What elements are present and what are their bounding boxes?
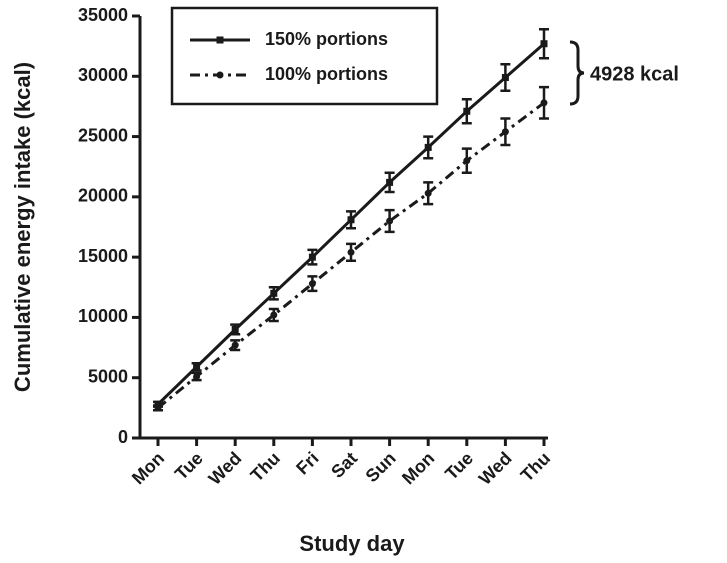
marker: [270, 289, 278, 297]
x-tick-label: Mon: [128, 448, 168, 488]
marker: [154, 404, 162, 412]
y-tick-label: 5000: [88, 366, 128, 386]
y-tick-label: 30000: [78, 65, 128, 85]
x-tick-label: Tue: [171, 448, 207, 484]
legend-marker: [216, 36, 224, 44]
x-tick-label: Mon: [398, 448, 438, 488]
marker: [193, 373, 201, 381]
marker: [424, 143, 432, 151]
marker: [463, 107, 471, 115]
marker: [540, 40, 548, 48]
x-axis-title: Study day: [299, 531, 405, 556]
y-tick-label: 35000: [78, 5, 128, 25]
annotation: 4928 kcal: [590, 63, 679, 85]
x-tick-label: Wed: [475, 448, 516, 489]
marker: [501, 73, 509, 81]
marker: [193, 363, 201, 371]
x-tick-label: Thu: [247, 448, 284, 485]
x-tick-label: Thu: [517, 448, 554, 485]
y-tick-label: 10000: [78, 306, 128, 326]
marker: [540, 99, 548, 107]
legend-label: 100% portions: [265, 64, 388, 84]
y-tick-label: 20000: [78, 186, 128, 206]
marker: [386, 217, 394, 225]
marker: [424, 189, 432, 197]
marker: [347, 248, 355, 256]
marker: [386, 178, 394, 186]
marker: [308, 253, 316, 261]
y-tick-label: 0: [118, 427, 128, 447]
marker: [463, 157, 471, 165]
marker: [308, 280, 316, 288]
marker: [501, 128, 509, 136]
x-tick-label: Tue: [441, 448, 477, 484]
y-tick-label: 15000: [78, 246, 128, 266]
x-tick-label: Wed: [205, 448, 246, 489]
marker: [347, 216, 355, 224]
x-tick-label: Fri: [292, 448, 322, 478]
x-tick-label: Sat: [327, 448, 361, 482]
legend-label: 150% portions: [265, 29, 388, 49]
y-tick-label: 25000: [78, 125, 128, 145]
marker: [270, 311, 278, 319]
legend-box: [170, 6, 439, 106]
y-axis-title: Cumulative energy intake (kcal): [10, 62, 35, 392]
bracket: [569, 40, 585, 106]
x-tick-label: Sun: [362, 448, 400, 486]
marker: [231, 325, 239, 333]
marker: [231, 341, 239, 349]
legend-marker: [216, 71, 224, 79]
